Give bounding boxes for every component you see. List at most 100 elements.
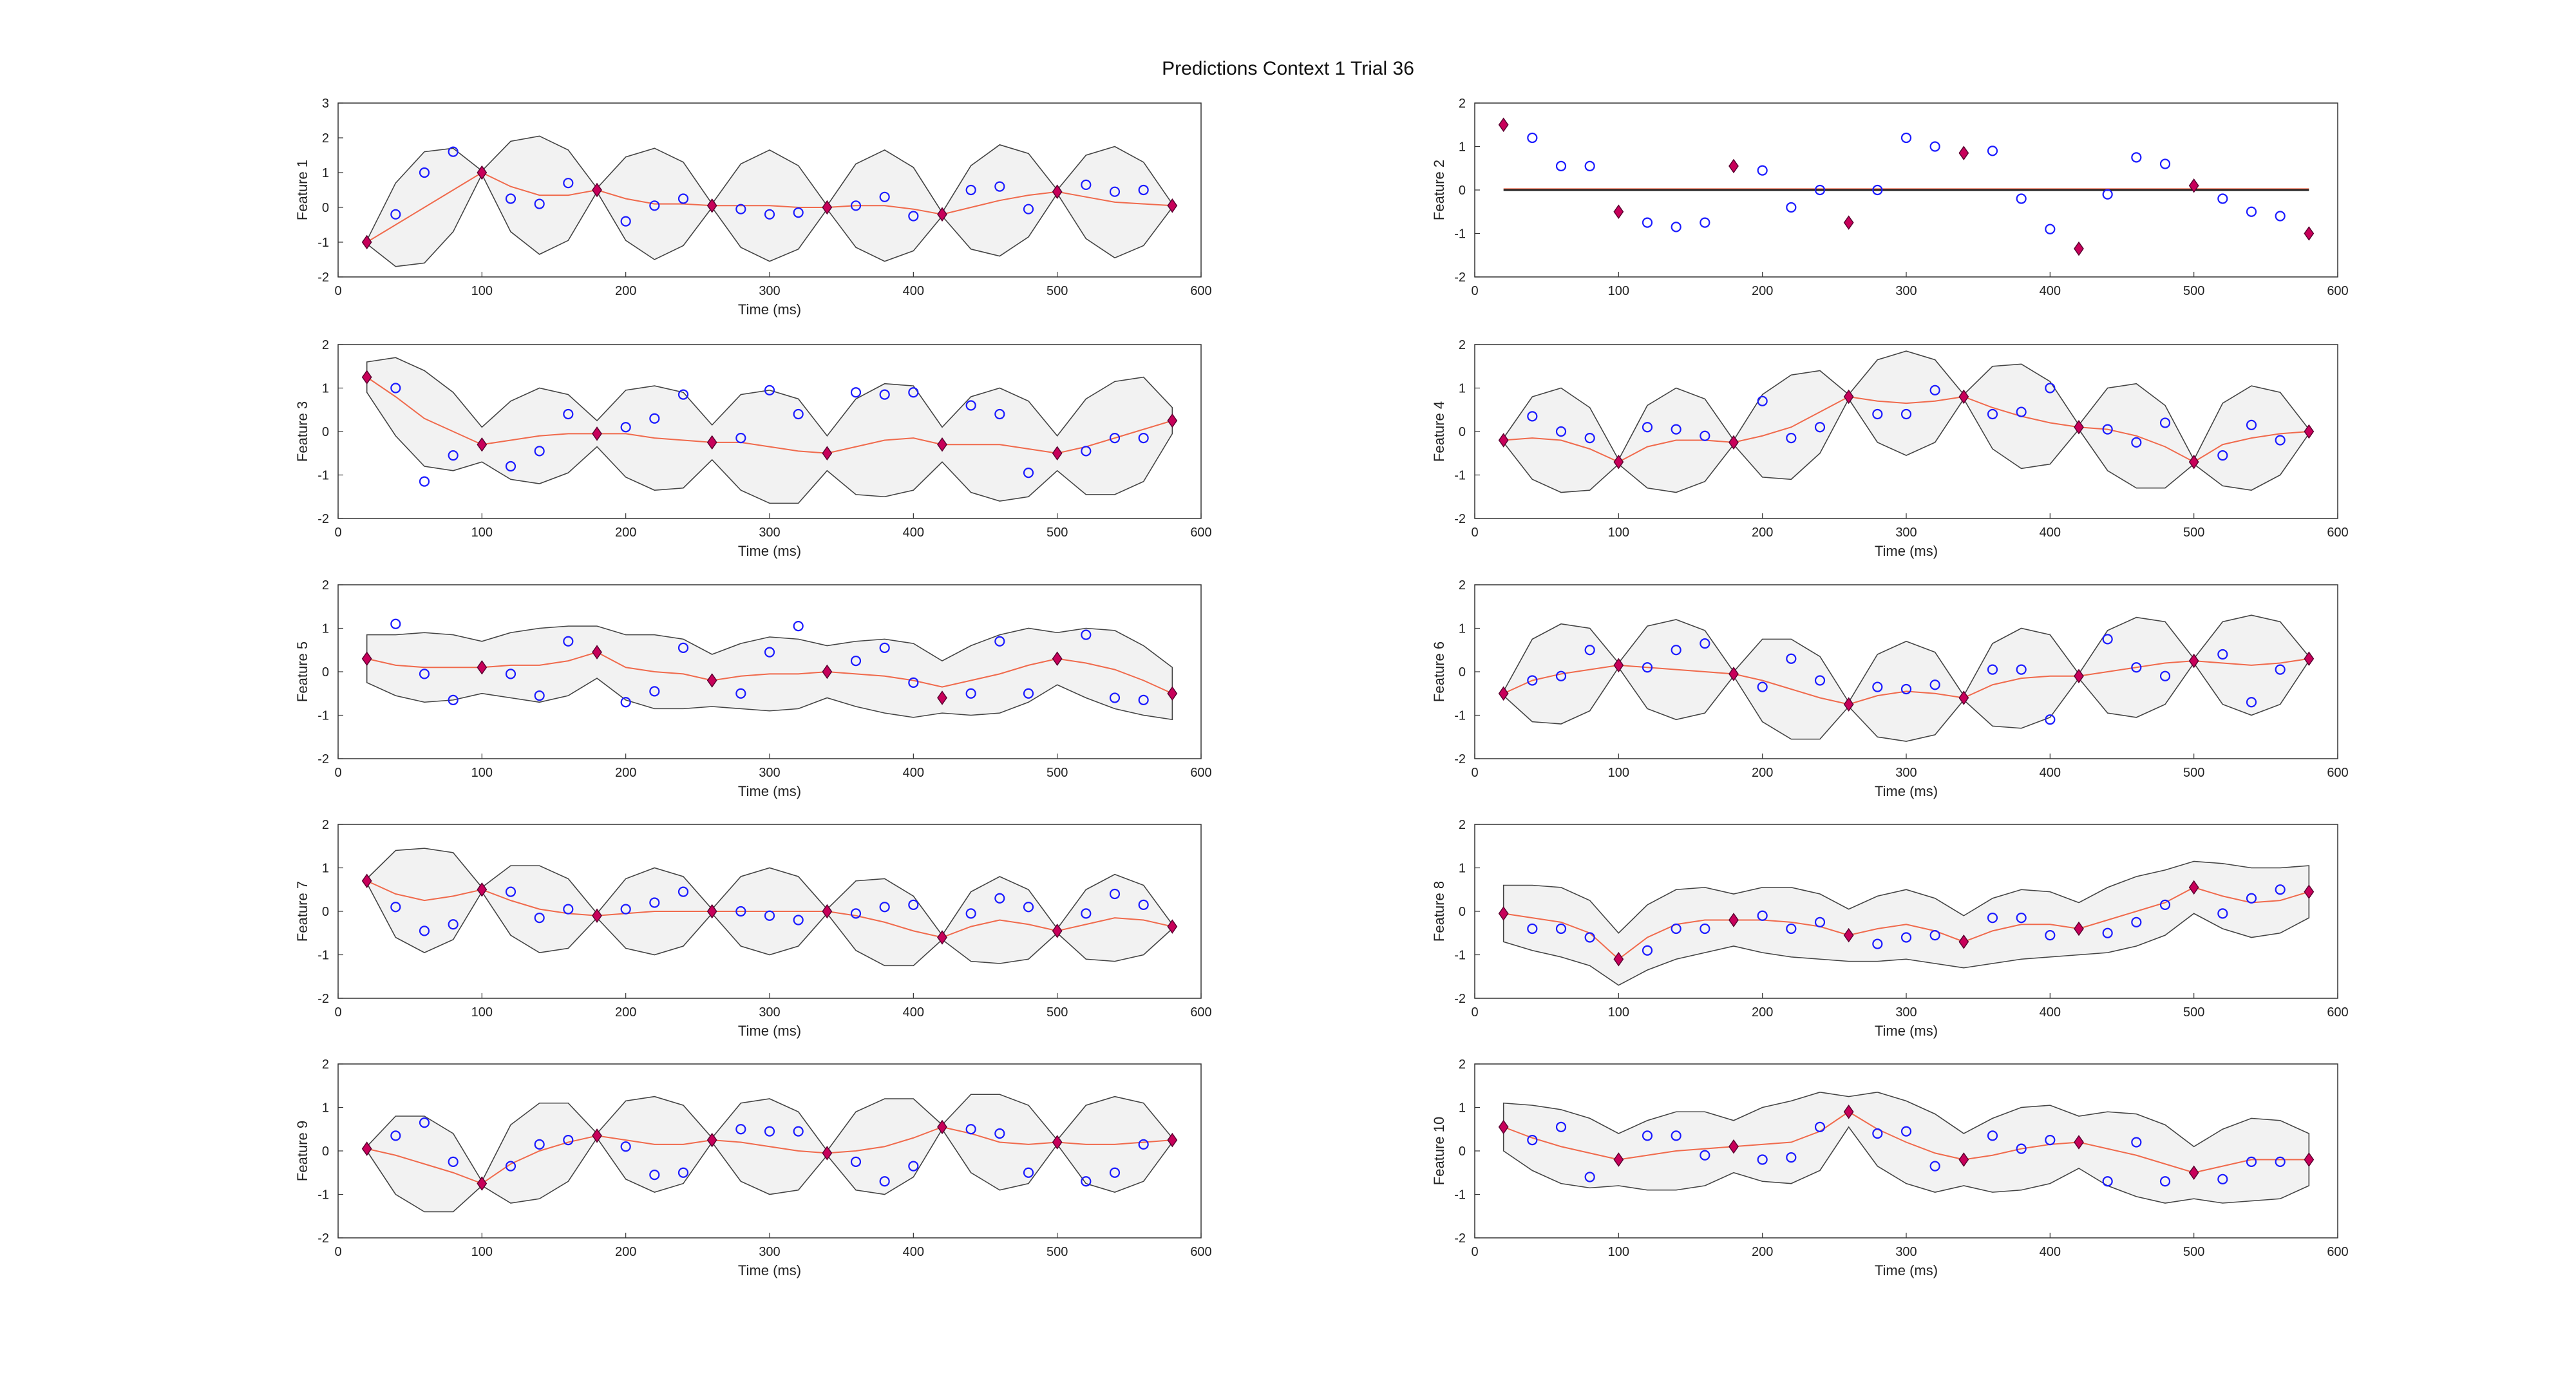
observed-point	[1109, 186, 1121, 197]
observed-point	[1023, 468, 1034, 479]
observed-point	[1081, 179, 1092, 190]
anchor-point	[1498, 906, 1509, 921]
subplot-5: 0 100 200 300 400 500 600 -2 -1 0 1 2 Time (ms) Featu…	[294, 578, 1212, 799]
observed-point	[2016, 664, 2027, 675]
observed-point	[1138, 1139, 1149, 1150]
y-tick-label: 1	[1459, 140, 1466, 155]
y-axis-label: Feature 6	[1431, 641, 1447, 702]
observed-point	[1584, 645, 1595, 656]
y-tick-label: -2	[317, 1231, 329, 1246]
y-tick-label: -1	[317, 236, 329, 250]
observed-point	[908, 899, 919, 910]
y-tick-label: 1	[322, 862, 329, 876]
observed-point	[1987, 913, 1998, 924]
observed-point	[677, 1167, 689, 1178]
x-tick-label: 500	[1046, 1005, 1068, 1020]
observed-point	[1929, 384, 1940, 395]
x-tick-label: 200	[1752, 766, 1773, 780]
anchor-point	[937, 690, 947, 705]
y-tick-label: 2	[1459, 338, 1466, 352]
observed-point	[1023, 1167, 1034, 1178]
anchor-point	[1052, 1135, 1063, 1150]
y-tick-label: 1	[1459, 622, 1466, 636]
observed-point	[505, 460, 516, 472]
observed-point	[1023, 902, 1034, 913]
observed-point	[1814, 1121, 1826, 1132]
observed-point	[620, 904, 631, 915]
observed-point	[2275, 1156, 2286, 1167]
y-tick-label: 2	[1459, 97, 1466, 111]
y-tick-label: 2	[322, 818, 329, 832]
x-tick-label: 200	[615, 526, 636, 540]
mean-prediction-line	[366, 1126, 1173, 1184]
anchor-point	[1167, 919, 1178, 934]
observed-point	[1872, 938, 1883, 949]
observed-point	[2217, 908, 2228, 919]
y-tick-label: -1	[317, 949, 329, 963]
x-tick-label: 0	[1471, 1245, 1478, 1259]
observed-point	[2131, 1137, 2142, 1148]
y-tick-label: 1	[1459, 382, 1466, 396]
observed-point	[879, 642, 890, 653]
x-tick-label: 600	[1190, 1005, 1211, 1020]
x-tick-label: 600	[2327, 284, 2348, 298]
observed-point	[534, 1139, 545, 1150]
x-tick-label: 500	[2183, 1245, 2204, 1259]
observed-point	[1081, 446, 1092, 457]
observed-point	[793, 408, 804, 420]
observed-point	[965, 908, 976, 919]
observed-point	[1642, 217, 1653, 228]
x-tick-label: 200	[615, 766, 636, 780]
observed-point	[1757, 681, 1768, 692]
observed-point	[2275, 664, 2286, 675]
observed-point	[2159, 899, 2171, 910]
observed-point	[620, 422, 631, 433]
x-tick-label: 0	[1471, 526, 1478, 540]
x-axis-label: Time (ms)	[738, 1023, 801, 1039]
anchor-point	[822, 1146, 833, 1161]
observed-point	[764, 647, 775, 658]
observed-point	[1023, 204, 1034, 214]
observed-point	[1527, 411, 1538, 422]
anchor-point	[1728, 158, 1739, 174]
uncertainty-band	[1502, 860, 2310, 986]
anchor-point	[1958, 389, 1969, 404]
observed-point	[649, 686, 660, 697]
observed-point	[1700, 923, 1710, 935]
anchor-point	[2188, 454, 2199, 470]
subplot-4: 0 100 200 300 400 500 600 -2 -1 0 1 2 Time (ms) Featu…	[1431, 338, 2349, 559]
y-tick-label: -2	[1454, 1231, 1466, 1246]
observed-point	[735, 433, 746, 444]
x-tick-label: 200	[1752, 526, 1773, 540]
anchor-point	[2304, 424, 2315, 439]
anchor-point	[1498, 686, 1509, 701]
observed-point	[620, 697, 631, 708]
anchor-point	[1728, 435, 1739, 450]
anchor-point	[592, 182, 602, 198]
observed-point	[2045, 383, 2056, 394]
x-tick-label: 300	[1895, 766, 1917, 780]
anchor-point	[1498, 117, 1509, 133]
observed-point	[649, 897, 660, 908]
observed-point	[2246, 1156, 2257, 1167]
observed-point	[2102, 189, 2113, 200]
anchor-point	[477, 165, 488, 180]
observed-point	[2102, 424, 2113, 435]
observed-point	[793, 1126, 804, 1137]
observed-point	[1929, 141, 1940, 152]
observed-point	[505, 669, 516, 679]
y-tick-label: 0	[1459, 184, 1466, 198]
observed-point	[764, 1126, 775, 1137]
anchor-point	[2074, 419, 2084, 435]
observed-point	[649, 200, 660, 211]
uncertainty-band	[1502, 1092, 2310, 1204]
y-tick-label: 1	[322, 622, 329, 636]
y-tick-label: -2	[1454, 512, 1466, 526]
subplot-8: 0 100 200 300 400 500 600 -2 -1 0 1 2 Time (ms) Featu…	[1431, 818, 2349, 1039]
x-tick-label: 300	[759, 526, 780, 540]
observed-point	[908, 677, 919, 688]
observed-point	[2159, 158, 2171, 169]
observed-point	[1700, 430, 1710, 441]
observed-point	[1527, 923, 1538, 935]
observed-point	[908, 387, 919, 398]
